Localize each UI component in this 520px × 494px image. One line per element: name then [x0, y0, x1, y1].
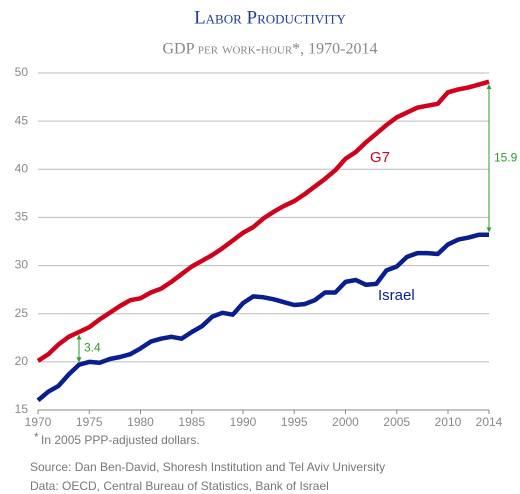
y-tick-label: 30 [15, 258, 29, 272]
x-tick-label: 1990 [230, 415, 257, 429]
y-tick-label: 50 [15, 65, 29, 79]
y-tick-label: 45 [15, 113, 29, 127]
x-tick-label: 1970 [25, 415, 52, 429]
source: Data: OECD, Central Bureau of Statistics… [30, 479, 329, 493]
x-tick-label: 1985 [178, 415, 205, 429]
chart-title: Labor Productivity [194, 7, 346, 28]
chart-subtitle: GDP per work-hour*, 1970-2014 [162, 41, 377, 58]
footnote-star: * [34, 430, 39, 444]
x-tick-label: 2005 [383, 415, 410, 429]
y-tick-label: 40 [15, 161, 29, 175]
gap-label: 3.4 [84, 341, 101, 355]
y-tick-label: 15 [15, 402, 29, 416]
y-tick-label: 35 [15, 210, 29, 224]
y-tick-label: 20 [15, 354, 29, 368]
x-tick-label: 2014 [476, 415, 503, 429]
x-tick-label: 1975 [76, 415, 103, 429]
series-label: Israel [378, 287, 415, 304]
x-tick-label: 2000 [332, 415, 359, 429]
x-tick-label: 2010 [435, 415, 462, 429]
footnote: In 2005 PPP-adjusted dollars. [41, 433, 200, 447]
source: Source: Dan Ben-David, Shoresh Instituti… [30, 460, 385, 474]
series-line [36, 79, 490, 363]
y-tick-label: 25 [15, 306, 29, 320]
x-tick-label: 1995 [281, 415, 308, 429]
gap-label: 15.9 [494, 150, 518, 164]
series-line [36, 232, 489, 403]
series-label: G7 [370, 149, 390, 166]
x-tick-label: 1980 [127, 415, 154, 429]
